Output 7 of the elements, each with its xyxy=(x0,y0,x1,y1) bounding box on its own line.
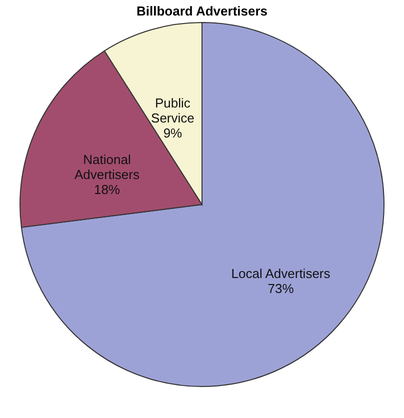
slice-label: Public Service xyxy=(151,96,194,126)
slice-label: Local Advertisers xyxy=(231,266,331,281)
data-label: 18% xyxy=(94,182,120,197)
data-label: 73% xyxy=(268,280,294,296)
data-label: 9% xyxy=(163,126,183,141)
chart-title: Billboard Advertisers xyxy=(136,4,268,18)
slice-label: National Advertisers xyxy=(74,152,140,182)
